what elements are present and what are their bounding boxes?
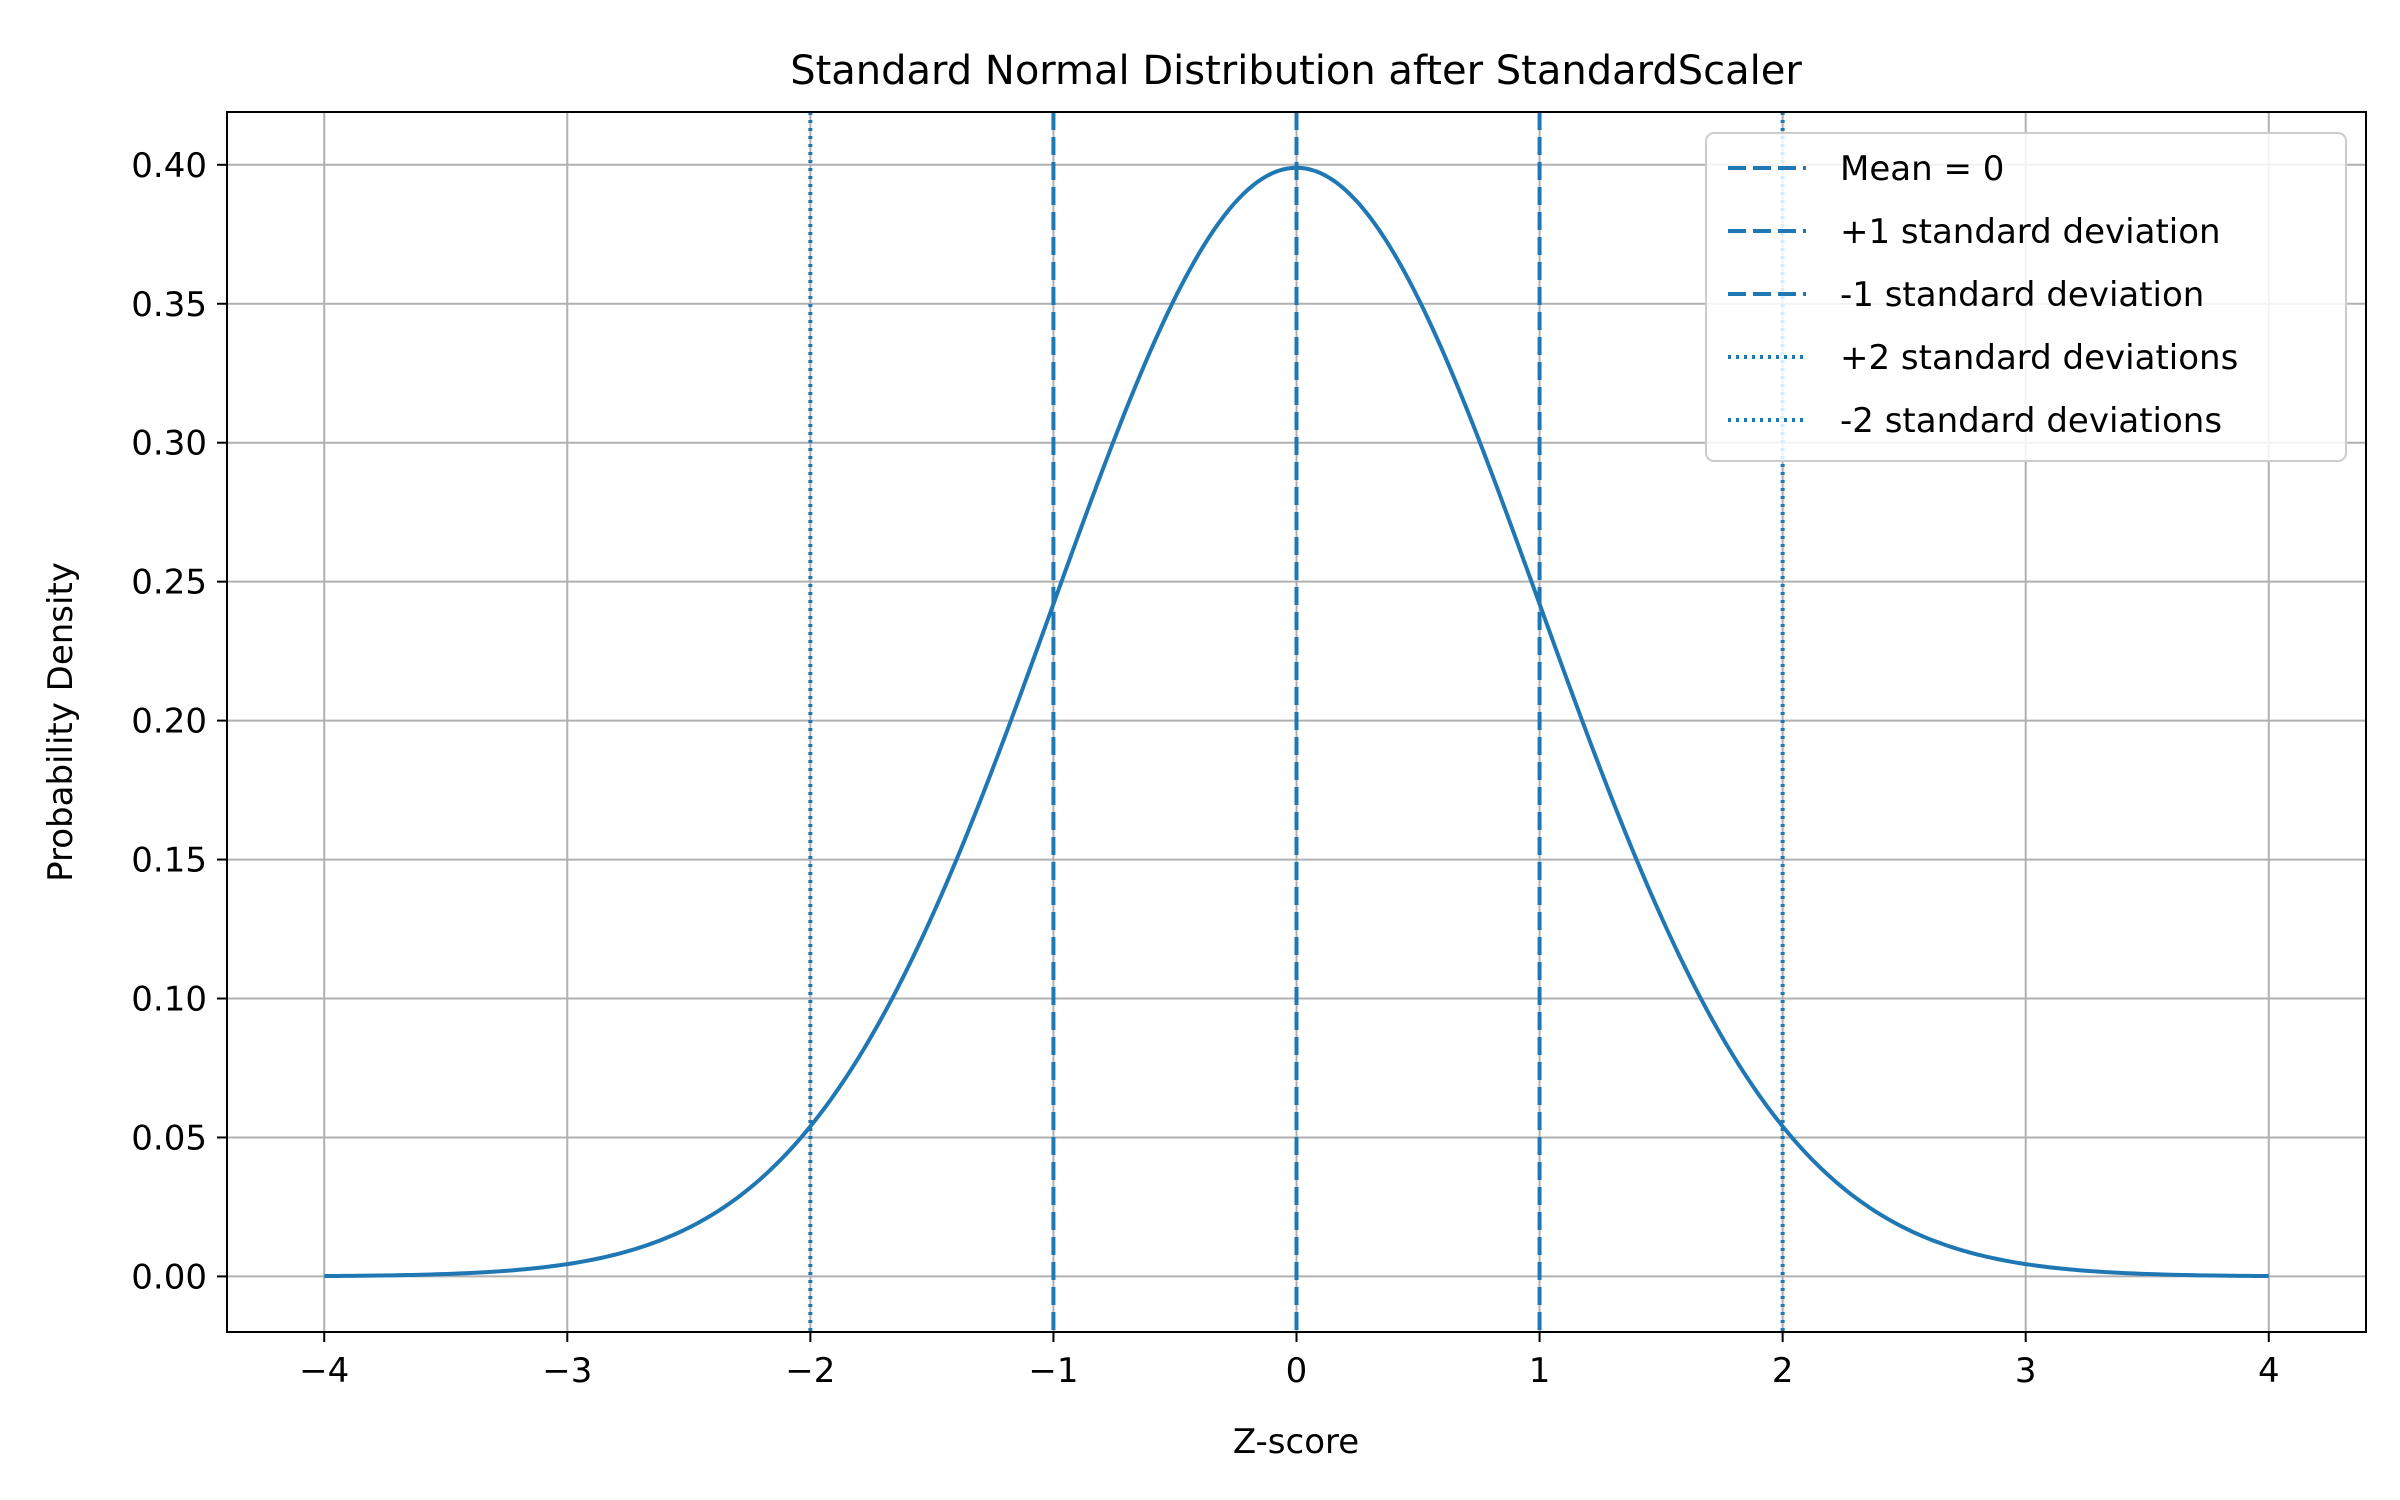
x-axis-ticks: −4 −3 −2 −1 0 1 2 3 4 [299,1332,2280,1391]
y-tick-label: 0.35 [131,285,207,325]
y-tick-label: 0.05 [131,1118,207,1158]
y-tick-label: 0.40 [131,146,207,186]
x-tick-label: 2 [1772,1351,1794,1391]
pdf-curve-layer [324,165,2269,1279]
y-tick-label: 0.30 [131,424,207,464]
x-tick-label: −3 [542,1351,592,1391]
chart-title: Standard Normal Distribution after Stand… [790,48,1802,94]
x-tick-label: 0 [1286,1351,1308,1391]
legend-label: -2 standard deviations [1840,401,2222,441]
y-tick-label: 0.20 [131,702,207,742]
legend-box [1705,132,2347,462]
x-tick-label: 4 [2258,1351,2280,1391]
x-tick-label: 1 [1529,1351,1551,1391]
x-axis-label: Z-score [1233,1422,1359,1462]
legend-label: Mean = 0 [1840,149,2004,189]
legend-label: +1 standard deviation [1840,212,2221,252]
legend-label: -1 standard deviation [1840,275,2204,315]
y-axis-label: Probability Density [41,562,81,882]
x-tick-label: −2 [785,1351,835,1391]
y-axis-ticks: 0.00 0.05 0.10 0.15 0.20 0.25 0.30 0.35 0.40 [131,146,227,1297]
y-tick-label: 0.15 [131,841,207,881]
y-tick-label: 0.25 [131,563,207,603]
x-tick-label: 3 [2015,1351,2037,1391]
pdf-curve [324,165,2269,1279]
y-tick-label: 0.10 [131,980,207,1020]
x-tick-label: −1 [1028,1351,1078,1391]
legend: Mean = 0 +1 standard deviation -1 standard… [1705,132,2347,462]
y-tick-label: 0.00 [131,1257,207,1297]
x-tick-label: −4 [299,1351,349,1391]
legend-label: +2 standard deviations [1840,338,2238,378]
